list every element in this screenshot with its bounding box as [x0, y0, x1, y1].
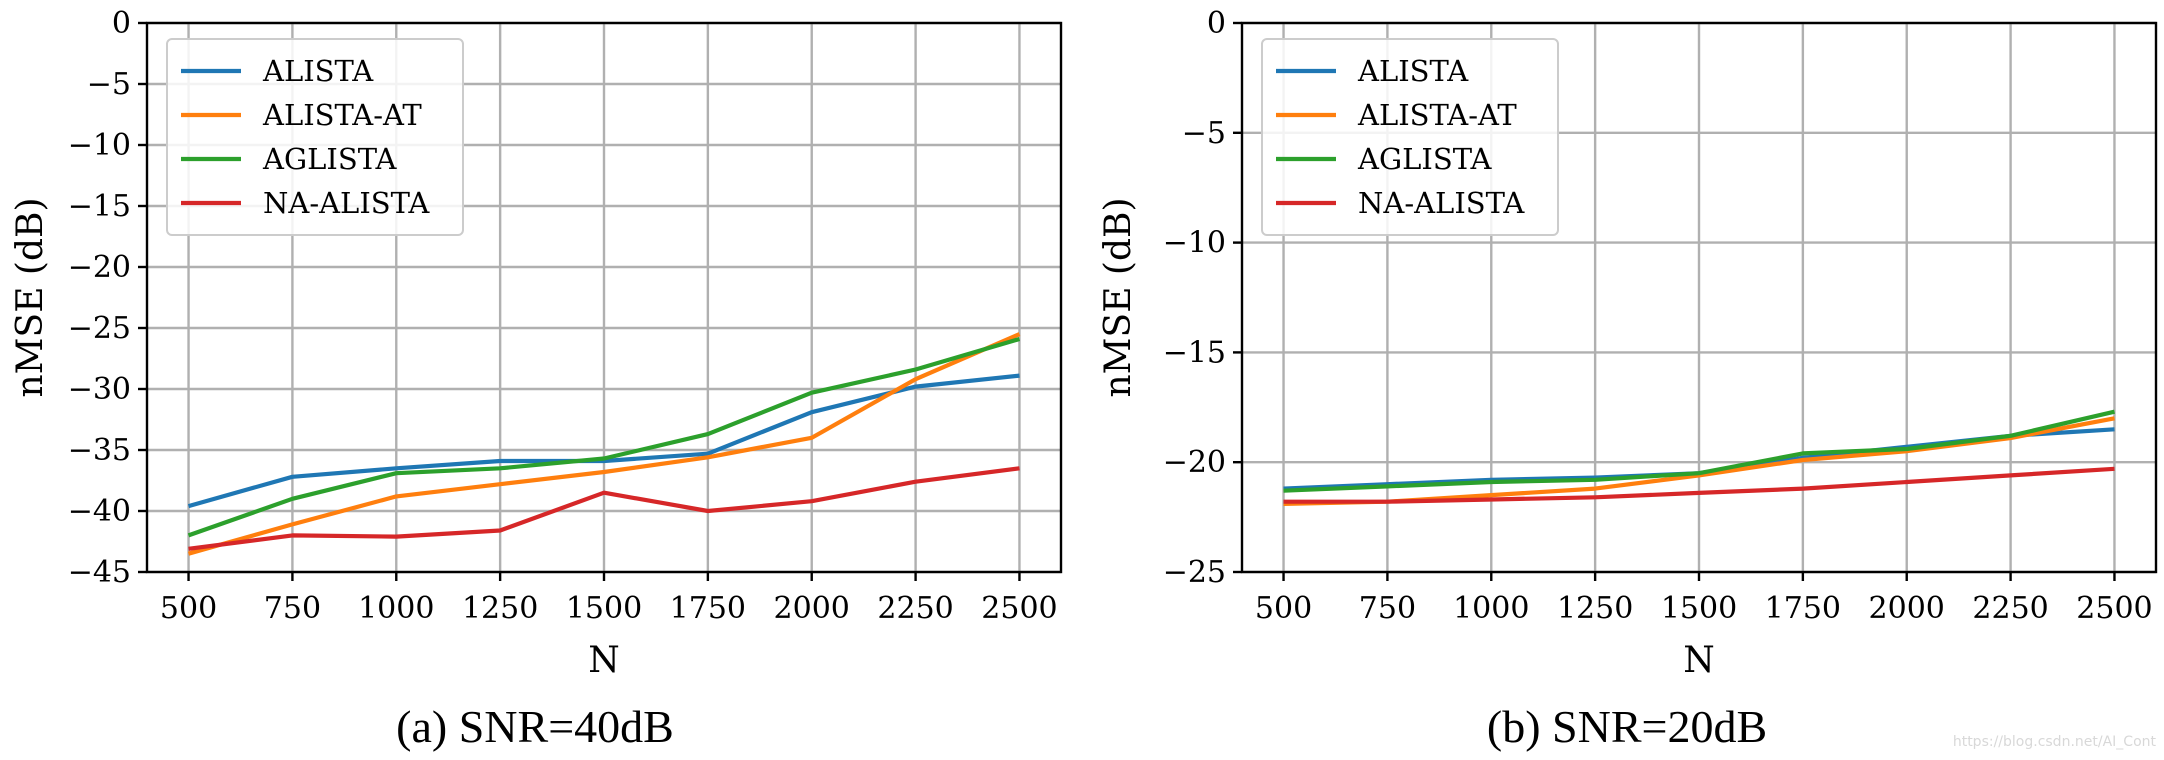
x-tick-label: 1250 [462, 591, 538, 626]
y-tick-label: −45 [68, 555, 131, 590]
y-tick-label: −20 [1163, 445, 1226, 480]
x-tick-label: 750 [264, 591, 321, 626]
y-tick-label: −15 [1163, 335, 1226, 370]
y-tick-label: −35 [68, 433, 131, 468]
legend-box [166, 38, 464, 236]
x-tick-label: 2500 [2076, 591, 2152, 626]
x-tick-label: 2250 [877, 591, 953, 626]
x-tick-label: 2500 [981, 591, 1057, 626]
x-tick-label: 500 [1255, 591, 1312, 626]
x-tick-label: 1750 [670, 591, 746, 626]
legend-label: AGLISTA [262, 142, 397, 176]
x-tick-label: 1250 [1557, 591, 1633, 626]
x-tick-label: 750 [1359, 591, 1416, 626]
x-tick-label: 1500 [566, 591, 642, 626]
y-tick-label: 0 [1207, 6, 1226, 41]
y-tick-label: −25 [1163, 555, 1226, 590]
panel-caption: (b) SNR=20dB [1487, 701, 1767, 752]
y-tick-label: −5 [1182, 116, 1226, 151]
legend-box [1261, 38, 1559, 236]
panel-caption: (a) SNR=40dB [396, 701, 674, 752]
x-tick-label: 1000 [1453, 591, 1529, 626]
x-tick-label: 2000 [1869, 591, 1945, 626]
chart-panel-1: 500 750 1000 1250 1500 1750 2000 2250 2500 0 −5 −10… [10, 6, 1063, 752]
legend-label: NA-ALISTA [1358, 186, 1525, 220]
y-tick-label: −20 [68, 250, 131, 285]
legend-label: ALISTA-AT [1357, 98, 1517, 132]
legend: ALISTA ALISTA-AT AGLISTA NA-ALISTA [1261, 38, 1559, 236]
series-line-aglista [1283, 409, 2115, 493]
x-tick-label: 500 [160, 591, 217, 626]
x-axis-label: N [588, 640, 620, 681]
x-tick-label: 1750 [1765, 591, 1841, 626]
y-tick-label: −15 [68, 189, 131, 224]
y-tick-label: −25 [68, 311, 131, 346]
y-tick-label: −5 [87, 67, 131, 102]
legend: ALISTA ALISTA-AT AGLISTA NA-ALISTA [166, 38, 464, 236]
legend-label: AGLISTA [1357, 142, 1492, 176]
y-tick-label: 0 [112, 6, 131, 41]
y-tick-label: −10 [1163, 226, 1226, 261]
watermark: https://blog.csdn.net/AI_Cont [1953, 734, 2157, 750]
x-tick-label: 2250 [1972, 591, 2048, 626]
series-line-na-alista [1283, 466, 2115, 504]
y-tick-label: −10 [68, 128, 131, 163]
series-line-alista [187, 373, 1020, 509]
x-axis-label: N [1683, 640, 1715, 681]
series-line-na-alista [188, 466, 1020, 551]
series-line-aglista [187, 336, 1021, 538]
x-tick-label: 1000 [358, 591, 434, 626]
legend-label: NA-ALISTA [263, 186, 430, 220]
x-tick-label: 2000 [774, 591, 850, 626]
series-line-alista-at [187, 332, 1021, 556]
y-axis-label: nMSE (dB) [10, 197, 51, 397]
legend-label: ALISTA [262, 54, 374, 88]
x-tick-label: 1500 [1661, 591, 1737, 626]
legend-label: ALISTA [1357, 54, 1469, 88]
y-axis-label: nMSE (dB) [1098, 197, 1139, 397]
legend-label: ALISTA-AT [262, 98, 422, 132]
chart-panel-2: 500 750 1000 1250 1500 1750 2000 2250 2500 0 −5 −10… [1098, 6, 2158, 752]
y-tick-label: −30 [68, 372, 131, 407]
y-tick-label: −40 [68, 494, 131, 529]
